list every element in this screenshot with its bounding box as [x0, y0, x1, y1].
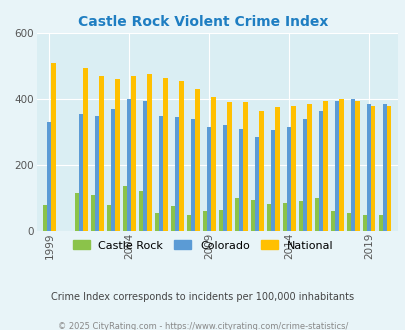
Bar [95, 115, 99, 231]
Bar [386, 106, 390, 231]
Text: Crime Index corresponds to incidents per 100,000 inhabitants: Crime Index corresponds to incidents per… [51, 292, 354, 302]
Bar [123, 186, 127, 231]
Bar [271, 130, 275, 231]
Bar [346, 213, 350, 231]
Bar [234, 198, 239, 231]
Bar [75, 193, 79, 231]
Text: © 2025 CityRating.com - https://www.cityrating.com/crime-statistics/: © 2025 CityRating.com - https://www.city… [58, 322, 347, 330]
Bar [370, 106, 375, 231]
Bar [175, 117, 179, 231]
Bar [334, 101, 339, 231]
Bar [314, 198, 318, 231]
Bar [362, 214, 366, 231]
Bar [43, 205, 47, 231]
Bar [366, 104, 370, 231]
Bar [243, 102, 247, 231]
Bar [378, 214, 382, 231]
Bar [195, 89, 199, 231]
Bar [275, 107, 279, 231]
Bar [322, 101, 327, 231]
Bar [254, 137, 259, 231]
Bar [163, 78, 167, 231]
Bar [307, 104, 311, 231]
Bar [382, 104, 386, 231]
Bar [211, 97, 215, 231]
Bar [127, 99, 131, 231]
Bar [318, 111, 322, 231]
Bar [350, 99, 354, 231]
Bar [143, 101, 147, 231]
Bar [139, 191, 143, 231]
Bar [79, 114, 83, 231]
Bar [302, 119, 307, 231]
Bar [259, 111, 263, 231]
Bar [99, 76, 103, 231]
Bar [51, 63, 55, 231]
Bar [202, 211, 207, 231]
Bar [115, 79, 119, 231]
Bar [131, 76, 135, 231]
Bar [250, 200, 254, 231]
Bar [83, 68, 87, 231]
Bar [91, 195, 95, 231]
Bar [290, 106, 295, 231]
Bar [286, 127, 290, 231]
Bar [186, 214, 191, 231]
Bar [330, 211, 334, 231]
Bar [154, 213, 159, 231]
Bar [239, 129, 243, 231]
Bar [298, 201, 302, 231]
Bar [222, 125, 227, 231]
Bar [111, 109, 115, 231]
Bar [171, 206, 175, 231]
Legend: Castle Rock, Colorado, National: Castle Rock, Colorado, National [68, 236, 337, 255]
Bar [179, 81, 183, 231]
Bar [147, 74, 151, 231]
Bar [107, 205, 111, 231]
Bar [282, 203, 286, 231]
Bar [218, 210, 222, 231]
Bar [191, 119, 195, 231]
Bar [354, 101, 358, 231]
Bar [266, 204, 271, 231]
Bar [159, 115, 163, 231]
Bar [227, 102, 231, 231]
Text: Castle Rock Violent Crime Index: Castle Rock Violent Crime Index [78, 15, 327, 29]
Bar [47, 122, 51, 231]
Bar [207, 127, 211, 231]
Bar [339, 99, 343, 231]
